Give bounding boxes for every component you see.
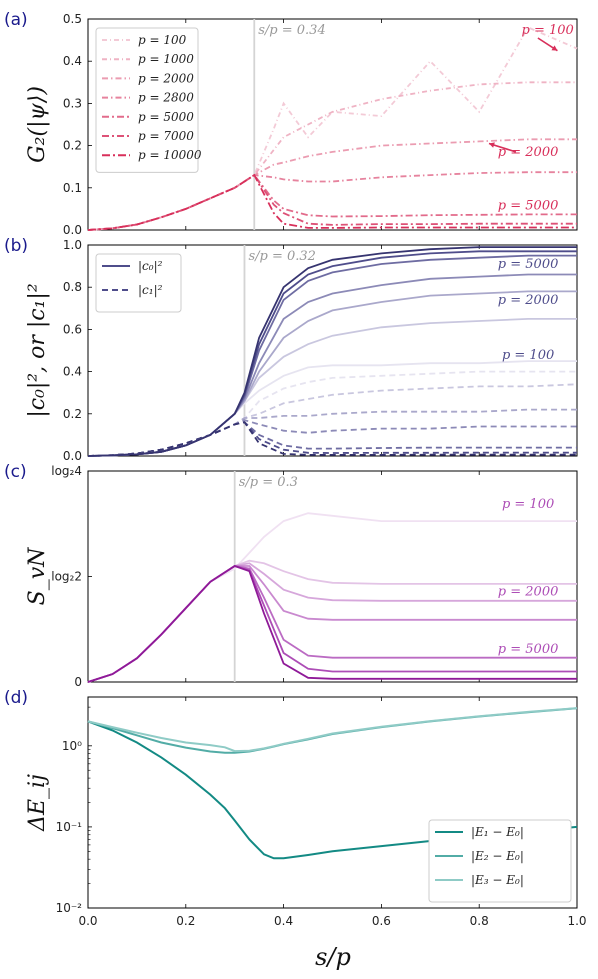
legend-label: |c₀|² — [138, 259, 163, 273]
legend-label: p = 1000 — [138, 52, 194, 66]
series-annotation: p = 100 — [502, 497, 554, 512]
x-axis-label: s/p — [315, 943, 351, 971]
legend-label: p = 7000 — [138, 129, 194, 143]
legend-label: |E₂ − E₀| — [471, 849, 524, 863]
y-tick-label: log₂2 — [51, 570, 82, 584]
y-tick-label: 0.0 — [63, 223, 82, 237]
series-line — [87, 707, 578, 753]
panel-label: (a) — [4, 10, 28, 30]
y-tick-label: 0.6 — [63, 322, 82, 336]
series-line — [87, 138, 577, 231]
series-line — [87, 360, 577, 457]
y-tick-label: 0.0 — [63, 449, 82, 463]
legend-label: |E₁ − E₀| — [471, 825, 524, 839]
series-annotation: p = 2000 — [498, 293, 559, 308]
legend-label: |c₁|² — [138, 283, 163, 297]
annotation-arrowhead — [551, 45, 558, 51]
series-annotation: p = 5000 — [498, 257, 559, 272]
y-tick-label: 0.4 — [63, 365, 82, 379]
series-annotation: p = 2000 — [498, 145, 559, 160]
legend: p = 100 p = 1000 p = 2000 p = 2800 p = 5000 p… — [95, 27, 202, 173]
legend-label: p = 10000 — [138, 148, 202, 162]
series-annotation: p = 5000 — [498, 642, 559, 657]
y-tick-label: 0.5 — [63, 12, 82, 26]
y-tick-label: 1.0 — [63, 238, 82, 252]
series-annotation: p = 100 — [522, 23, 574, 38]
x-tick-label: 0.2 — [176, 914, 195, 928]
panel-a: 0.0 0.1 0.2 0.3 0.4 0.5 (a) G₂(|ψ⟩) s/p = 0.34 p … — [4, 10, 578, 237]
y-tick-label: 10⁻¹ — [56, 820, 83, 834]
series-annotation: p = 100 — [502, 348, 554, 363]
y-axis-label: S_vN — [25, 547, 50, 606]
series-line-c1 — [87, 383, 578, 457]
axes-frame — [87, 244, 578, 457]
x-tick-label: 0.4 — [274, 914, 293, 928]
series-line — [87, 565, 577, 683]
series-line — [87, 318, 577, 457]
y-axis-label: |c₀|², or |c₁|² — [25, 283, 50, 417]
series-line — [87, 171, 577, 231]
panel-b: 0.0 0.2 0.4 0.6 0.8 1.0 (b) |c₀|², or |c₁|² s/p … — [4, 236, 578, 463]
legend-label: p = 5000 — [138, 110, 194, 124]
series-line-c1 — [87, 419, 577, 457]
series-line — [87, 559, 577, 683]
x-tick-label: 0.0 — [78, 914, 97, 928]
panel-label: (c) — [4, 462, 27, 482]
y-tick-label: 10⁰ — [62, 739, 82, 753]
legend: |E₁ − E₀| |E₂ − E₀| |E₃ − E₀| — [428, 819, 572, 903]
series-line — [87, 246, 577, 457]
series-annotation: p = 5000 — [498, 199, 559, 214]
legend: |c₀|² |c₁|² — [95, 253, 182, 313]
series-line — [87, 562, 577, 683]
legend-label: p = 2800 — [138, 91, 194, 105]
x-tick-label: 1.0 — [567, 914, 586, 928]
y-tick-label: 0.2 — [63, 407, 82, 421]
y-tick-label: 0.8 — [63, 280, 82, 294]
panel-c: 0 log₂2 log₂4 (c) S_vN s/p = 0.3 p = 100 p = 20… — [4, 462, 578, 689]
y-tick-label: log₂4 — [51, 464, 82, 478]
legend-label: |E₃ − E₀| — [471, 873, 524, 887]
y-tick-label: 0.2 — [63, 139, 82, 153]
x-tick-label: 0.6 — [372, 914, 391, 928]
legend-box — [428, 819, 572, 903]
annotation-arrowhead — [488, 142, 495, 148]
y-tick-label: 0.3 — [63, 96, 82, 110]
axes-frame — [87, 18, 578, 231]
series-annotation: p = 2000 — [498, 584, 559, 599]
legend-box — [95, 253, 182, 313]
vline-label: s/p = 0.32 — [248, 249, 315, 264]
y-tick-label: 0.1 — [63, 181, 82, 195]
panel-label: (d) — [4, 688, 28, 708]
series-line — [87, 173, 577, 231]
y-tick-label: 10⁻² — [56, 901, 83, 915]
vline-label: s/p = 0.34 — [258, 23, 325, 38]
x-tick-label: 0.8 — [470, 914, 489, 928]
vline-label: s/p = 0.3 — [239, 475, 298, 490]
y-tick-label: 0.4 — [63, 54, 82, 68]
y-axis-label: G₂(|ψ⟩) — [25, 86, 50, 163]
panel-d: 0.0 0.2 0.4 0.6 0.8 1.0 10⁻² 10⁻¹ 10⁰ (d) ΔE_ij |E₁… — [4, 688, 587, 928]
y-tick-label: 0 — [74, 675, 82, 689]
series-line — [87, 81, 577, 231]
legend-label: p = 100 — [138, 33, 187, 47]
legend-label: p = 2000 — [138, 71, 194, 85]
y-axis-label: ΔE_ij — [25, 774, 50, 832]
panel-label: (b) — [4, 236, 28, 256]
series-line-c1 — [87, 421, 577, 457]
